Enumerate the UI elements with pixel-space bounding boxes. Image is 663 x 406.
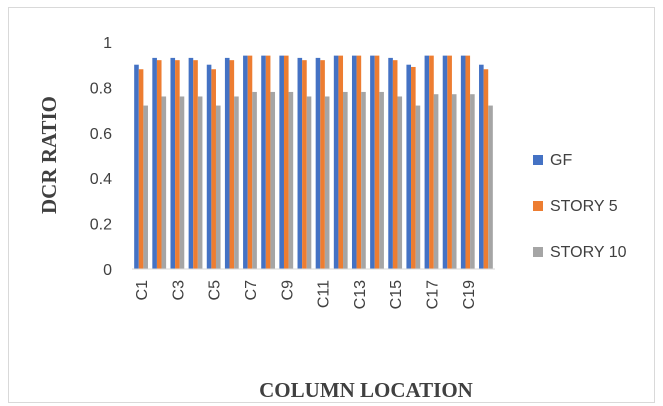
y-axis-title: DCR RATIO [37,96,61,214]
bar [215,105,221,269]
y-tick-label: 0.2 [90,217,112,234]
bar [252,91,257,269]
chart-area [8,7,655,403]
y-tick-label: 0.8 [90,80,112,97]
x-tick-label: C19 [461,280,478,309]
bar [134,64,139,269]
y-tick-label: 1 [103,35,112,52]
bar [406,64,412,269]
legend: GF STORY 5 STORY 10 [533,152,627,261]
bar [206,64,212,269]
bar [170,57,176,269]
bar [433,94,439,270]
bar [320,60,325,269]
x-tick-label: C9 [279,280,296,301]
bar [338,55,344,270]
bar [211,69,216,270]
legend-swatch [533,201,543,211]
legend-label: STORY 5 [550,198,618,215]
x-tick-label: C15 [388,280,405,309]
bar [370,55,375,270]
x-tick-label: C11 [316,280,333,308]
x-tick-label: C5 [207,280,224,301]
bar [161,96,167,269]
x-tick-label: C1 [134,280,151,301]
bar [270,91,276,269]
y-tick-label: 0 [103,262,112,279]
bar [388,57,393,269]
bar [265,55,271,270]
bar [193,60,198,269]
bar [188,57,194,269]
y-tick-label: 0.4 [90,171,112,188]
legend-swatch [533,155,543,165]
bar [356,55,362,270]
bar [279,55,284,270]
bar [442,55,448,270]
legend-label: STORY 10 [550,244,627,261]
bar [243,55,248,270]
bar [424,55,430,270]
bar [343,91,348,269]
legend-item: STORY 10 [533,244,627,261]
bar [234,96,239,269]
bar [488,105,493,269]
bar [333,55,339,270]
bar [429,55,434,270]
bar [397,96,403,269]
bar [224,57,230,269]
bar [197,96,203,269]
legend-item: STORY 5 [533,198,618,215]
bar [392,60,398,269]
bars-group [134,55,493,270]
bar [415,105,421,269]
x-axis-title: COLUMN LOCATION [259,378,473,402]
x-tick-label: C3 [170,280,187,301]
bar [179,96,185,269]
bar [470,94,475,270]
bar [447,55,452,270]
legend-item: GF [533,152,572,169]
bar [297,57,303,269]
bar [261,55,266,270]
y-tick-labels: 0 0.2 0.4 0.6 0.8 1 [90,35,112,279]
bar [460,55,466,270]
bar [483,69,489,270]
bar [138,69,144,270]
bar [302,60,307,269]
bar [288,91,294,269]
bar [324,96,330,269]
x-tick-label: C17 [424,280,441,309]
bar [152,57,157,269]
bar [283,55,289,270]
x-tick-labels: C1 C3 C5 C7 C9 C11 C13 C15 C17 C19 [134,280,478,309]
bar [175,60,180,269]
bar [306,96,312,269]
bar [351,55,357,270]
bar [465,55,471,270]
bar [479,64,484,269]
bar [315,57,321,269]
x-tick-label: C7 [243,280,260,301]
bar [247,55,253,270]
legend-swatch [533,247,543,257]
x-tick-label: C13 [352,280,369,309]
bar [361,91,366,269]
bar [374,55,380,270]
legend-label: GF [550,152,572,169]
bar [411,66,416,269]
y-tick-label: 0.6 [90,126,112,143]
bar [379,91,384,269]
bar [229,60,235,269]
bar [143,105,148,269]
bar [451,94,457,270]
bar [156,60,162,269]
